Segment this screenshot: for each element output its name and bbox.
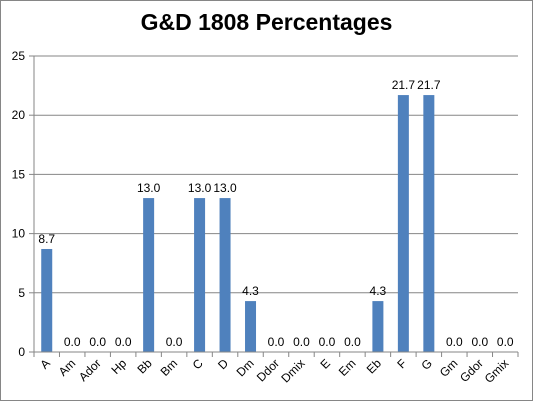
data-label-Dmix: 0.0 xyxy=(293,335,310,349)
bar-D xyxy=(219,198,231,352)
bar-Dm xyxy=(245,301,257,352)
data-label-Dm: 4.3 xyxy=(242,284,259,298)
data-label-Gdor: 0.0 xyxy=(471,335,488,349)
y-tick-label: 25 xyxy=(12,49,26,63)
y-tick-label: 20 xyxy=(12,108,26,122)
data-labels: 8.70.0 0.0 0.013.00.013.0 13.04.30.0 0.0 0.0 0… xyxy=(38,78,514,349)
x-tick-label-C: C xyxy=(190,356,206,372)
x-tick-label-A: A xyxy=(37,356,53,372)
x-tick-label-Hp: Hp xyxy=(109,356,130,377)
x-tick-label-Bb: Bb xyxy=(134,356,155,377)
data-label-Gmix: 0.0 xyxy=(497,335,514,349)
x-tick-label-Gdor: Gdor xyxy=(457,356,486,385)
data-label-Am: 0.0 xyxy=(64,335,81,349)
y-tick-label: 0 xyxy=(18,345,25,359)
data-label-C: 13.0 xyxy=(188,181,212,195)
x-tick-label-G: G xyxy=(418,356,435,373)
gridlines xyxy=(34,55,518,294)
data-label-Bm: 0.0 xyxy=(166,335,183,349)
x-tick-label-F: F xyxy=(394,356,409,371)
data-label-Eb: 4.3 xyxy=(370,284,387,298)
data-label-Bb: 13.0 xyxy=(137,181,161,195)
x-tick-label-Bm: Bm xyxy=(158,356,181,379)
data-label-Gm: 0.0 xyxy=(446,335,463,349)
bars xyxy=(41,95,435,353)
x-tick-label-E: E xyxy=(318,356,334,372)
data-label-Ddor: 0.0 xyxy=(268,335,285,349)
chart-title: G&D 1808 Percentages xyxy=(140,9,393,35)
data-label-Ador: 0.0 xyxy=(89,335,106,349)
data-label-E: 0.0 xyxy=(319,335,336,349)
y-tick-label: 5 xyxy=(18,286,25,300)
x-tick-label-Gm: Gm xyxy=(437,356,461,380)
bar-Bb xyxy=(143,198,155,352)
x-tick-label-Dmix: Dmix xyxy=(278,356,307,385)
x-tick-label-Ador: Ador xyxy=(76,356,104,384)
data-label-Hp: 0.0 xyxy=(115,335,132,349)
bar-C xyxy=(194,198,206,352)
bar-A xyxy=(41,248,53,352)
y-tick-label: 15 xyxy=(12,167,26,181)
bar-G xyxy=(423,95,435,353)
y-tick-label: 10 xyxy=(12,227,26,241)
x-tick-label-Gmix: Gmix xyxy=(482,356,512,386)
x-tick-label-Am: Am xyxy=(56,356,79,379)
bar-F xyxy=(397,95,409,353)
x-tick-label-Eb: Eb xyxy=(364,356,385,377)
bar-Eb xyxy=(372,301,384,352)
x-tick-label-Dm: Dm xyxy=(234,356,257,379)
x-tick-label-D: D xyxy=(215,356,231,372)
x-tick-label-Em: Em xyxy=(336,356,359,379)
x-tick-label-Ddor: Ddor xyxy=(254,356,282,384)
data-label-A: 8.7 xyxy=(38,232,55,246)
data-label-D: 13.0 xyxy=(213,181,237,195)
data-label-Em: 0.0 xyxy=(344,335,361,349)
y-axis-ticks: 0 5 10 15 20 25 xyxy=(12,49,34,359)
data-label-G: 21.7 xyxy=(417,78,441,92)
data-label-F: 21.7 xyxy=(392,78,416,92)
